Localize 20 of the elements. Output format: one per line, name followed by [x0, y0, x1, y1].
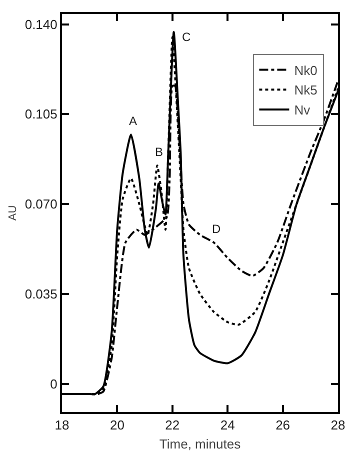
legend-label: Nv [294, 102, 311, 118]
annotation: D [212, 222, 221, 236]
x-tick-label: 26 [276, 418, 290, 433]
x-tick-label: 18 [54, 418, 70, 433]
y-tick-label: 0 [50, 376, 58, 392]
y-tick-label: 0.070 [24, 196, 58, 212]
annotation: A [129, 114, 138, 128]
annotation: C [182, 30, 191, 44]
y-tick-label: 0.105 [24, 106, 58, 122]
x-axis-title: Time, minutes [159, 436, 242, 452]
y-tick-label: 0.140 [24, 16, 58, 32]
x-tick-label: 28 [330, 418, 346, 433]
x-tick-label: 22 [165, 418, 180, 433]
y-tick-label: 0.035 [24, 286, 58, 302]
x-tick-label: 20 [110, 418, 124, 433]
legend-label: Nk5 [294, 82, 318, 98]
legend-label: Nk0 [294, 62, 318, 78]
y-axis-title: AU [7, 205, 20, 221]
annotation: B [155, 145, 164, 159]
x-tick-label: 24 [220, 418, 235, 433]
